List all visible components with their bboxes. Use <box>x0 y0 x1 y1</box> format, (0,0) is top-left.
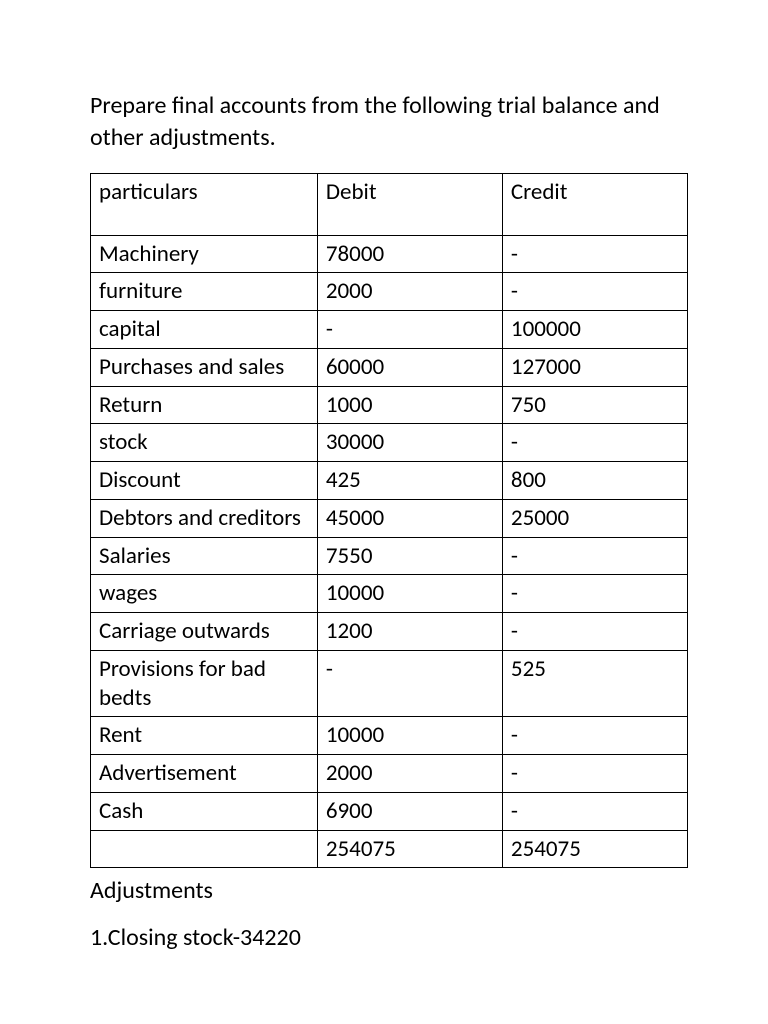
intro-paragraph: Prepare final accounts from the followin… <box>90 90 688 155</box>
table-cell: 100000 <box>502 311 687 349</box>
table-cell: - <box>502 273 687 311</box>
trial-balance-table: particulars Debit Credit Machinery78000-… <box>90 173 688 869</box>
table-row: Provisions for bad bedts-525 <box>91 650 688 717</box>
table-cell: 127000 <box>502 348 687 386</box>
table-cell: Cash <box>91 792 318 830</box>
table-row: Purchases and sales60000127000 <box>91 348 688 386</box>
table-cell: stock <box>91 424 318 462</box>
table-row: stock30000- <box>91 424 688 462</box>
adjustment-item-1: 1.Closing stock-34220 <box>90 923 688 952</box>
table-row: Debtors and creditors4500025000 <box>91 499 688 537</box>
table-cell: - <box>502 613 687 651</box>
table-row: Carriage outwards1200- <box>91 613 688 651</box>
adjustments-heading: Adjustments <box>90 876 688 905</box>
table-cell: - <box>502 755 687 793</box>
table-cell: Machinery <box>91 235 318 273</box>
table-cell: - <box>502 235 687 273</box>
table-cell: 425 <box>317 462 502 500</box>
table-cell: 525 <box>502 650 687 717</box>
table-cell: 6900 <box>317 792 502 830</box>
table-cell: - <box>502 537 687 575</box>
table-cell: - <box>317 311 502 349</box>
table-cell: 1200 <box>317 613 502 651</box>
table-cell: 1000 <box>317 386 502 424</box>
table-cell: Provisions for bad bedts <box>91 650 318 717</box>
document-page: Prepare final accounts from the followin… <box>0 0 768 992</box>
table-header-row: particulars Debit Credit <box>91 173 688 235</box>
table-cell: 750 <box>502 386 687 424</box>
table-row: furniture2000- <box>91 273 688 311</box>
table-row: capital-100000 <box>91 311 688 349</box>
table-cell: Purchases and sales <box>91 348 318 386</box>
table-cell: 10000 <box>317 717 502 755</box>
table-cell: Return <box>91 386 318 424</box>
header-debit: Debit <box>317 173 502 235</box>
table-cell: - <box>502 717 687 755</box>
table-cell: Salaries <box>91 537 318 575</box>
header-particulars: particulars <box>91 173 318 235</box>
table-row: wages10000- <box>91 575 688 613</box>
table-cell: Debtors and creditors <box>91 499 318 537</box>
table-cell: Rent <box>91 717 318 755</box>
table-row: Return1000750 <box>91 386 688 424</box>
table-cell <box>91 830 318 868</box>
table-cell: 60000 <box>317 348 502 386</box>
table-cell: wages <box>91 575 318 613</box>
table-cell: - <box>502 575 687 613</box>
table-cell: 254075 <box>317 830 502 868</box>
table-cell: 45000 <box>317 499 502 537</box>
table-cell: Discount <box>91 462 318 500</box>
table-row: Cash6900- <box>91 792 688 830</box>
table-row: Discount425800 <box>91 462 688 500</box>
table-row: 254075254075 <box>91 830 688 868</box>
table-cell: 30000 <box>317 424 502 462</box>
table-cell: capital <box>91 311 318 349</box>
table-cell: furniture <box>91 273 318 311</box>
table-row: Machinery78000- <box>91 235 688 273</box>
table-cell: - <box>502 792 687 830</box>
table-cell: 10000 <box>317 575 502 613</box>
table-cell: 800 <box>502 462 687 500</box>
table-cell: 7550 <box>317 537 502 575</box>
table-cell: - <box>317 650 502 717</box>
table-row: Salaries7550- <box>91 537 688 575</box>
table-row: Advertisement2000- <box>91 755 688 793</box>
table-row: Rent10000- <box>91 717 688 755</box>
table-cell: 2000 <box>317 273 502 311</box>
table-cell: 2000 <box>317 755 502 793</box>
table-cell: - <box>502 424 687 462</box>
table-cell: 25000 <box>502 499 687 537</box>
table-cell: 78000 <box>317 235 502 273</box>
table-cell: 254075 <box>502 830 687 868</box>
table-cell: Carriage outwards <box>91 613 318 651</box>
header-credit: Credit <box>502 173 687 235</box>
table-cell: Advertisement <box>91 755 318 793</box>
